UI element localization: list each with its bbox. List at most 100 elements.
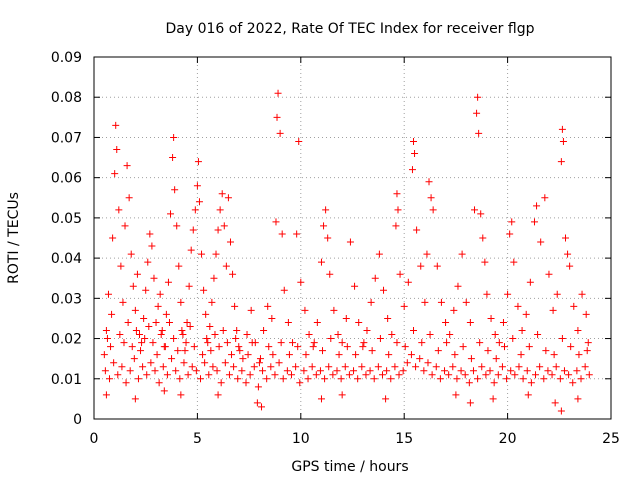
data-point	[279, 375, 287, 383]
data-point	[259, 367, 267, 375]
y-axis-label: ROTI / TECUs	[6, 192, 22, 284]
data-point	[164, 278, 172, 286]
data-point	[118, 363, 126, 371]
data-point	[321, 375, 329, 383]
data-point	[489, 395, 497, 403]
data-point	[167, 210, 175, 218]
data-point	[153, 351, 161, 359]
data-point	[503, 375, 511, 383]
data-point	[343, 343, 351, 351]
data-point	[469, 367, 477, 375]
data-point	[283, 367, 291, 375]
data-point	[188, 363, 196, 371]
data-point	[115, 206, 123, 214]
data-point	[163, 371, 171, 379]
data-point	[197, 375, 205, 383]
data-point	[433, 262, 441, 270]
data-point	[138, 339, 146, 347]
data-point	[221, 359, 229, 367]
data-point	[121, 222, 129, 230]
data-point	[461, 371, 469, 379]
data-point	[388, 331, 396, 339]
data-point	[102, 391, 110, 399]
data-point	[500, 343, 508, 351]
data-point	[443, 339, 451, 347]
data-point	[335, 351, 343, 359]
data-point	[193, 182, 201, 190]
data-point	[211, 331, 219, 339]
data-point	[517, 351, 525, 359]
data-point	[428, 371, 436, 379]
data-point	[506, 230, 514, 238]
data-point	[309, 343, 317, 351]
data-point	[385, 351, 393, 359]
data-point	[179, 331, 187, 339]
data-point	[248, 339, 256, 347]
data-point	[551, 399, 559, 407]
data-point	[191, 206, 199, 214]
data-point	[220, 222, 228, 230]
data-point	[418, 339, 426, 347]
data-point	[156, 290, 164, 298]
data-point	[432, 363, 440, 371]
data-point	[123, 162, 131, 170]
data-point	[584, 339, 592, 347]
data-point	[289, 339, 297, 347]
data-point	[453, 375, 461, 383]
data-point	[109, 234, 117, 242]
data-point	[509, 335, 517, 343]
data-point	[391, 363, 399, 371]
data-point	[229, 270, 237, 278]
data-point	[337, 375, 345, 383]
data-point	[242, 379, 250, 387]
data-point	[158, 327, 166, 335]
data-point	[532, 371, 540, 379]
data-point	[210, 274, 218, 282]
data-point	[474, 93, 482, 101]
data-point	[395, 371, 403, 379]
data-point	[490, 379, 498, 387]
data-point	[277, 339, 285, 347]
data-point	[530, 218, 538, 226]
data-point	[413, 226, 421, 234]
data-point	[101, 367, 109, 375]
data-point	[544, 367, 552, 375]
data-point	[465, 379, 473, 387]
data-point	[125, 194, 133, 202]
data-point	[100, 351, 108, 359]
data-point	[258, 403, 266, 411]
data-point	[412, 363, 420, 371]
data-point	[421, 298, 429, 306]
data-point	[247, 306, 255, 314]
x-tick-label: 15	[395, 431, 413, 447]
data-point	[175, 262, 183, 270]
data-point	[296, 379, 304, 387]
data-point	[316, 367, 324, 375]
grid	[94, 57, 611, 419]
chart-title: Day 016 of 2022, Rate Of TEC Index for r…	[166, 21, 535, 37]
data-point	[351, 282, 359, 290]
data-point	[404, 278, 412, 286]
data-point	[124, 318, 132, 326]
data-point	[352, 351, 360, 359]
data-point	[201, 359, 209, 367]
y-tick-label: 0.01	[51, 372, 82, 388]
data-point	[374, 363, 382, 371]
data-point	[359, 343, 367, 351]
data-point	[383, 367, 391, 375]
data-point	[181, 347, 189, 355]
data-point	[338, 339, 346, 347]
data-point	[305, 331, 313, 339]
data-point	[550, 351, 558, 359]
data-point	[537, 238, 545, 246]
data-point	[246, 371, 254, 379]
data-point	[223, 339, 231, 347]
data-point	[583, 347, 591, 355]
data-point	[217, 379, 225, 387]
data-point	[446, 331, 454, 339]
data-point	[231, 302, 239, 310]
data-point	[194, 158, 202, 166]
data-point	[267, 363, 275, 371]
data-point	[393, 190, 401, 198]
data-point	[253, 399, 261, 407]
